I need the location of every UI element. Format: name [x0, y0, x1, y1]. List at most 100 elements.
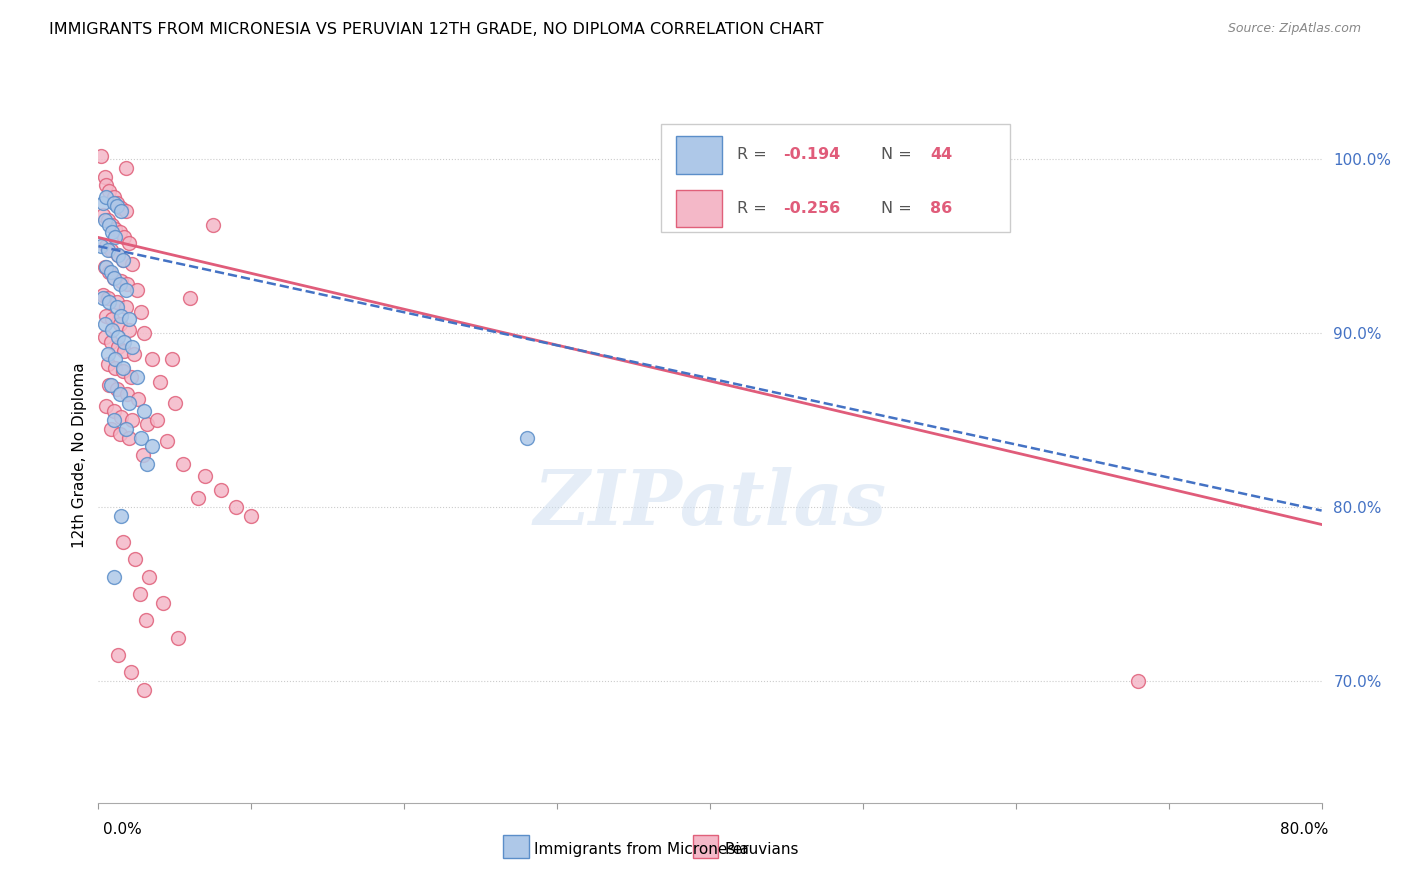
Point [118, 323, 141, 337]
Point [93, 260, 115, 274]
Point [167, 631, 190, 645]
Point [105, 195, 128, 210]
Text: 0.0%: 0.0% [103, 822, 142, 837]
Point [97, 358, 120, 372]
Point [132, 448, 155, 462]
Text: -0.256: -0.256 [783, 201, 841, 216]
Point [118, 312, 141, 326]
Point [94, 399, 117, 413]
Text: 80.0%: 80.0% [1281, 822, 1329, 837]
Point [93, 169, 115, 184]
Point [91, 195, 114, 210]
Point [91, 291, 114, 305]
Point [121, 340, 143, 354]
Point [104, 230, 127, 244]
Point [101, 219, 124, 233]
Point [111, 253, 134, 268]
Point [103, 195, 125, 210]
Point [104, 360, 127, 375]
Point [121, 256, 143, 270]
Bar [676, 136, 723, 174]
Point [115, 161, 138, 175]
Point [93, 213, 115, 227]
Point [134, 326, 156, 340]
Text: IMMIGRANTS FROM MICRONESIA VS PERUVIAN 12TH GRADE, NO DIPLOMA CORRELATION CHART: IMMIGRANTS FROM MICRONESIA VS PERUVIAN 1… [49, 22, 824, 37]
Point [111, 534, 134, 549]
Point [112, 343, 135, 358]
Point [105, 294, 128, 309]
Text: ZIPatlas: ZIPatlas [533, 467, 887, 541]
Point [138, 569, 160, 583]
Point [105, 300, 128, 314]
Point [118, 235, 141, 250]
Text: Peruvians: Peruvians [724, 842, 799, 856]
Point [110, 204, 132, 219]
Point [101, 312, 124, 326]
Point [98, 184, 121, 198]
Point [97, 213, 120, 227]
Point [107, 648, 129, 662]
Point [110, 274, 132, 288]
Point [118, 430, 141, 444]
Point [145, 413, 167, 427]
Point [100, 378, 122, 392]
Point [90, 149, 112, 163]
Point [172, 457, 194, 471]
Point [149, 375, 172, 389]
Point [101, 225, 124, 239]
Point [141, 352, 163, 367]
Point [97, 291, 120, 305]
Text: R =: R = [737, 147, 772, 162]
Point [194, 468, 217, 483]
Point [111, 364, 134, 378]
Point [160, 352, 183, 367]
Point [115, 283, 138, 297]
Point [115, 300, 138, 314]
Point [163, 395, 186, 409]
Text: Source: ZipAtlas.com: Source: ZipAtlas.com [1227, 22, 1361, 36]
Point [124, 552, 146, 566]
Point [128, 587, 150, 601]
Point [94, 239, 117, 253]
Point [134, 682, 156, 697]
Point [104, 352, 127, 367]
Point [101, 323, 124, 337]
Point [125, 283, 148, 297]
Text: 44: 44 [931, 147, 952, 162]
Point [103, 190, 125, 204]
Point [110, 409, 132, 424]
Point [90, 239, 112, 253]
Point [117, 277, 139, 292]
Point [98, 294, 121, 309]
Point [136, 417, 159, 431]
Point [103, 270, 125, 285]
Text: 86: 86 [931, 201, 952, 216]
Point [103, 569, 125, 583]
Point [129, 430, 152, 444]
Point [120, 369, 142, 384]
Point [108, 225, 131, 239]
Point [94, 260, 117, 274]
Point [225, 500, 247, 514]
Point [107, 248, 129, 262]
FancyBboxPatch shape [661, 124, 1010, 232]
Point [110, 201, 132, 215]
Point [110, 309, 132, 323]
Point [100, 243, 122, 257]
Text: -0.194: -0.194 [783, 147, 841, 162]
Point [108, 277, 131, 292]
Point [100, 265, 122, 279]
Point [107, 340, 129, 354]
Bar [676, 190, 723, 227]
Point [98, 219, 121, 233]
Point [103, 270, 125, 285]
Point [209, 483, 232, 497]
Point [115, 422, 138, 436]
Point [134, 404, 156, 418]
Point [97, 347, 120, 361]
Point [93, 329, 115, 343]
Point [94, 190, 117, 204]
Point [91, 208, 114, 222]
Point [108, 427, 131, 442]
Point [108, 318, 131, 332]
